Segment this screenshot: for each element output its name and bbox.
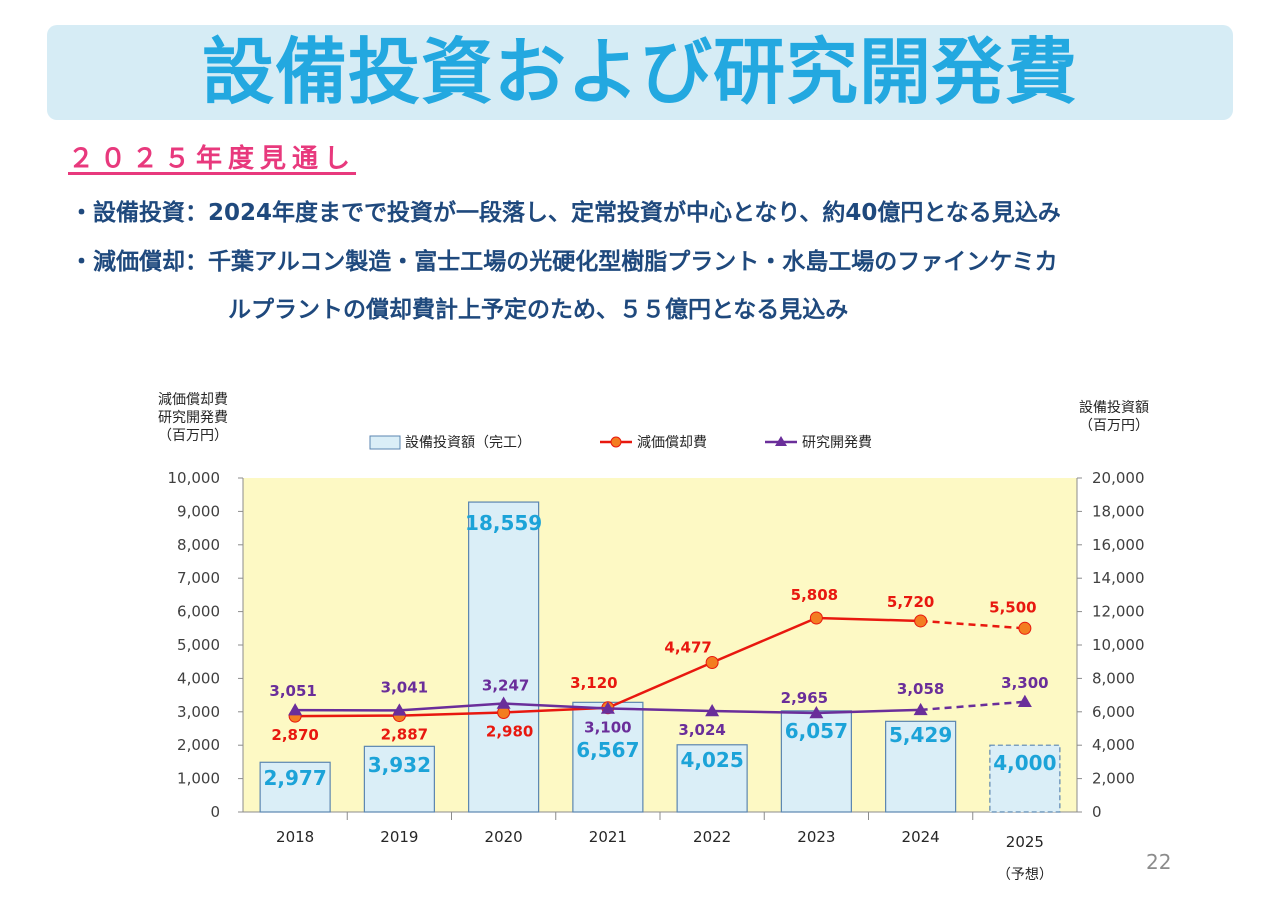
right-axis-title: 設備投資額 [1079, 400, 1149, 416]
right-tick-label: 6,000 [1092, 703, 1135, 721]
depreciation-value-label: 3,120 [570, 674, 617, 692]
category-label: 2021 [589, 828, 627, 846]
depreciation-point-2024 [914, 614, 928, 628]
bar-2023 [780, 710, 852, 813]
right-tick-label: 8,000 [1092, 669, 1135, 687]
left-tick-label: 9,000 [177, 502, 220, 520]
bar-2024 [885, 720, 957, 813]
left-tick-label: 1,000 [177, 770, 220, 788]
right-tick-label: 14,000 [1092, 569, 1145, 587]
left-axis-title: 研究開発費 [158, 410, 228, 426]
rd-point-2022 [705, 703, 720, 717]
right-tick-label: 4,000 [1092, 736, 1135, 754]
left-tick-label: 3,000 [177, 703, 220, 721]
rd-value-label: 3,051 [269, 682, 316, 700]
left-tick-label: 10,000 [168, 469, 221, 487]
legend-depreciation-marker [610, 436, 622, 448]
right-axis-title: （百万円） [1079, 418, 1149, 434]
rd-point-2020 [496, 696, 511, 709]
depreciation-point-2022 [705, 655, 719, 669]
legend-rd-label: 研究開発費 [802, 435, 872, 451]
depreciation-value-label: 5,500 [989, 598, 1036, 616]
category-label: 2022 [693, 828, 731, 846]
left-tick-label: 6,000 [177, 603, 220, 621]
bar-value-label: 4,000 [993, 751, 1056, 775]
bar-value-label: 6,057 [785, 719, 848, 743]
rd-value-label: 3,024 [678, 721, 725, 739]
rd-value-label: 3,058 [897, 680, 944, 698]
left-axis-title: 減価償却費 [158, 391, 228, 408]
left-tick-label: 5,000 [177, 636, 220, 654]
left-tick-label: 2,000 [177, 736, 220, 754]
rd-point-2018 [288, 703, 303, 716]
rd-value-label: 3,041 [381, 678, 428, 696]
bar-value-label: 3,932 [368, 753, 431, 777]
category-label: 2018 [276, 828, 314, 846]
category-label: 2023 [797, 828, 835, 846]
legend-rd-marker [775, 436, 787, 446]
legend-bar-label: 設備投資額（完工） [405, 435, 531, 451]
depreciation-point-2023 [809, 611, 823, 625]
page-number: 22 [1146, 850, 1172, 874]
rd-value-label: 2,965 [781, 689, 828, 707]
rd-point-2025 [1017, 694, 1032, 708]
right-tick-label: 16,000 [1092, 536, 1145, 554]
rd-value-label: 3,300 [1001, 674, 1048, 692]
depreciation-value-label: 5,720 [887, 593, 934, 611]
left-tick-label: 7,000 [177, 569, 220, 587]
right-tick-label: 0 [1092, 803, 1102, 821]
category-label: 2019 [380, 828, 418, 846]
right-tick-label: 20,000 [1092, 469, 1145, 487]
bullet-depreciation-cont: ルプラントの償却費計上予定のため、５５億円となる見込み [228, 297, 849, 323]
rd-value-label: 3,100 [584, 718, 631, 736]
rd-point-2023 [809, 705, 824, 719]
legend-bar-swatch [369, 435, 401, 450]
right-tick-label: 18,000 [1092, 502, 1145, 520]
depreciation-value-label: 2,887 [381, 726, 428, 744]
bar-2019 [363, 745, 435, 813]
rd-point-2021 [600, 701, 615, 714]
rd-value-label: 3,247 [482, 677, 529, 695]
rd-point-2019 [392, 703, 407, 716]
category-label: 2024 [902, 828, 940, 846]
left-tick-label: 8,000 [177, 536, 220, 554]
line-forecast-depreciation [920, 619, 1025, 630]
right-tick-label: 12,000 [1092, 603, 1145, 621]
bar-2021 [572, 701, 644, 813]
left-tick-label: 4,000 [177, 669, 220, 687]
legend-depreciation-label: 減価償却費 [637, 434, 707, 451]
depreciation-value-label: 2,870 [271, 726, 318, 744]
depreciation-value-label: 4,477 [664, 638, 711, 656]
category-label: 2025 [1006, 833, 1044, 851]
left-tick-label: 0 [210, 803, 220, 821]
depreciation-value-label: 5,808 [791, 586, 838, 604]
depreciation-point-2025 [1018, 621, 1032, 635]
category-label: 2020 [485, 828, 523, 846]
right-tick-label: 10,000 [1092, 636, 1145, 654]
bullet-depreciation: ・減価償却：千葉アルコン製造・富士工場の光硬化型樹脂プラント・水島工場のファイン… [70, 249, 1058, 275]
line-forecast-rd [920, 700, 1025, 712]
bar-value-label: 6,567 [576, 738, 639, 762]
bar-2022 [676, 744, 748, 813]
depreciation-value-label: 2,980 [486, 722, 533, 740]
left-axis-title: （百万円） [158, 428, 228, 444]
right-tick-label: 2,000 [1092, 770, 1135, 788]
title-banner: 設備投資および研究開発費 [47, 25, 1233, 120]
bar-value-label: 5,429 [889, 723, 952, 747]
forecast-subtitle: ２０２５年度見通し [68, 144, 357, 174]
bar-2025 [989, 744, 1061, 813]
bar-value-label: 18,559 [465, 511, 542, 535]
bar-value-label: 2,977 [263, 766, 326, 790]
bullet-capex: ・設備投資：2024年度までで投資が一段落し、定常投資が中心となり、約40億円と… [70, 200, 1061, 226]
bar-2018 [259, 761, 331, 813]
forecast-note: （予想） [997, 867, 1053, 883]
rd-point-2024 [913, 702, 928, 716]
bar-2020 [468, 501, 540, 813]
page-title: 設備投資および研究開発費 [201, 30, 1078, 114]
bar-value-label: 4,025 [680, 748, 743, 772]
